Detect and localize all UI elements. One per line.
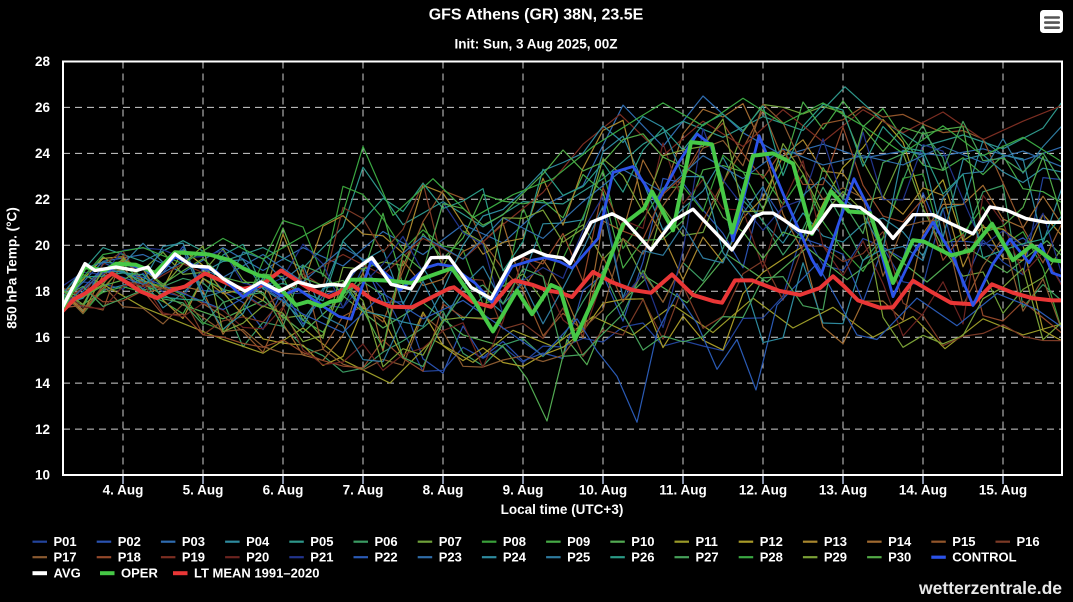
svg-text:5. Aug: 5. Aug: [183, 483, 224, 498]
svg-text:18: 18: [35, 284, 51, 299]
svg-text:11. Aug: 11. Aug: [659, 483, 707, 498]
svg-text:P07: P07: [439, 534, 462, 549]
svg-text:P23: P23: [439, 550, 462, 565]
svg-text:13. Aug: 13. Aug: [819, 483, 867, 498]
svg-text:P04: P04: [246, 534, 270, 549]
svg-text:P22: P22: [375, 550, 398, 565]
svg-text:P21: P21: [310, 550, 333, 565]
svg-text:P15: P15: [952, 534, 975, 549]
svg-text:P27: P27: [696, 550, 719, 565]
svg-text:15. Aug: 15. Aug: [979, 483, 1027, 498]
svg-text:4. Aug: 4. Aug: [103, 483, 144, 498]
svg-text:P20: P20: [246, 550, 269, 565]
svg-text:P18: P18: [118, 550, 141, 565]
svg-text:P26: P26: [631, 550, 654, 565]
svg-text:22: 22: [35, 192, 50, 207]
svg-text:12: 12: [35, 422, 50, 437]
svg-text:CONTROL: CONTROL: [952, 550, 1016, 565]
svg-text:P29: P29: [824, 550, 847, 565]
svg-text:P14: P14: [888, 534, 912, 549]
svg-text:P11: P11: [696, 534, 718, 549]
svg-text:Init: Sun, 3 Aug 2025, 00Z: Init: Sun, 3 Aug 2025, 00Z: [454, 37, 617, 52]
svg-text:wetterzentrale.de: wetterzentrale.de: [918, 578, 1062, 597]
svg-text:P25: P25: [567, 550, 590, 565]
svg-text:P06: P06: [375, 534, 398, 549]
svg-text:6. Aug: 6. Aug: [263, 483, 304, 498]
svg-text:P19: P19: [182, 550, 205, 565]
svg-text:28: 28: [35, 54, 51, 69]
svg-text:P30: P30: [888, 550, 911, 565]
svg-text:P13: P13: [824, 534, 847, 549]
svg-text:P02: P02: [118, 534, 141, 549]
svg-text:14. Aug: 14. Aug: [899, 483, 947, 498]
svg-text:10: 10: [35, 468, 50, 483]
svg-text:GFS Athens (GR) 38N, 23.5E: GFS Athens (GR) 38N, 23.5E: [429, 7, 644, 24]
svg-text:P17: P17: [54, 550, 77, 565]
svg-text:LT MEAN 1991–2020: LT MEAN 1991–2020: [194, 566, 320, 581]
svg-text:12. Aug: 12. Aug: [739, 483, 787, 498]
svg-text:16: 16: [35, 330, 51, 345]
svg-text:Local time (UTC+3): Local time (UTC+3): [501, 502, 624, 517]
svg-text:P01: P01: [54, 534, 77, 549]
svg-text:P12: P12: [760, 534, 783, 549]
svg-text:P09: P09: [567, 534, 590, 549]
svg-text:14: 14: [35, 376, 51, 391]
svg-text:P24: P24: [503, 550, 527, 565]
svg-text:9. Aug: 9. Aug: [503, 483, 544, 498]
svg-text:26: 26: [35, 100, 51, 115]
svg-text:P03: P03: [182, 534, 205, 549]
svg-text:24: 24: [35, 146, 51, 161]
svg-text:P28: P28: [760, 550, 783, 565]
svg-text:P16: P16: [1017, 534, 1040, 549]
svg-text:850 hPa Temp. (°C): 850 hPa Temp. (°C): [5, 207, 20, 328]
svg-text:10. Aug: 10. Aug: [579, 483, 627, 498]
svg-text:P05: P05: [310, 534, 333, 549]
svg-text:OPER: OPER: [121, 566, 158, 581]
svg-text:7. Aug: 7. Aug: [343, 483, 384, 498]
svg-text:AVG: AVG: [54, 566, 81, 581]
svg-text:P08: P08: [503, 534, 526, 549]
svg-text:P10: P10: [631, 534, 654, 549]
svg-text:8. Aug: 8. Aug: [423, 483, 464, 498]
svg-text:20: 20: [35, 238, 50, 253]
